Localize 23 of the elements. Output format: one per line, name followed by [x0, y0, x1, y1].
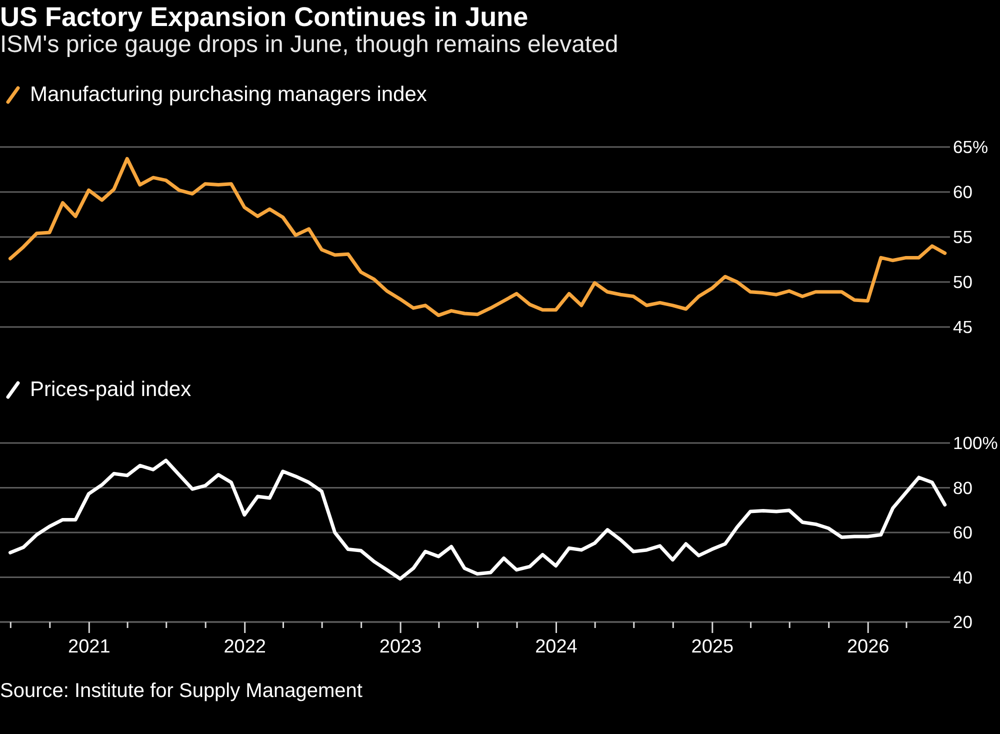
y-tick-label: 45 — [953, 317, 972, 338]
y-tick-label: 40 — [953, 567, 973, 588]
x-tick-label: 2022 — [224, 636, 266, 658]
y-tick-label: 60 — [953, 522, 973, 543]
legend-label: Manufacturing purchasing managers index — [30, 83, 427, 107]
y-tick-label: 60 — [953, 182, 973, 202]
y-tick-label: 55 — [953, 227, 972, 248]
line-series — [8, 156, 947, 318]
y-tick-label: 100% — [953, 433, 998, 454]
chart-subtitle: ISM's price gauge drops in June, though remains elevated — [0, 31, 618, 59]
legend-label: Prices-paid index — [30, 378, 192, 402]
y-tick-label: 80 — [953, 478, 973, 498]
x-tick-label: 2024 — [535, 636, 578, 658]
y-tick-label: 50 — [953, 272, 973, 292]
x-tick-label: 2026 — [846, 636, 890, 658]
x-tick-label: 2025 — [691, 636, 734, 658]
x-tick-label: 2023 — [379, 636, 422, 658]
x-tick-label: 2021 — [68, 636, 110, 658]
y-tick-label: 65% — [953, 137, 988, 158]
chart-title: US Factory Expansion Continues in June — [0, 2, 528, 33]
y-tick-label: 20 — [953, 612, 973, 632]
line-series — [8, 458, 947, 581]
source-note: Source: Institute for Supply Management — [0, 679, 362, 703]
